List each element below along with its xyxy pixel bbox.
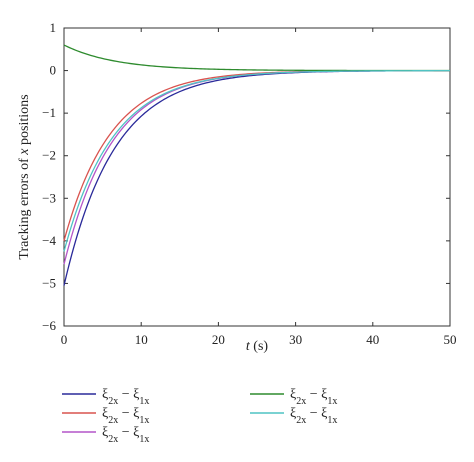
y-tick-label: 1 bbox=[50, 20, 57, 35]
y-tick-label: 0 bbox=[50, 63, 57, 78]
series-group bbox=[63, 44, 451, 286]
x-tick-label: 10 bbox=[135, 332, 148, 347]
x-tick-label: 40 bbox=[366, 332, 379, 347]
x-tick-label: 50 bbox=[444, 332, 457, 347]
series-line-4 bbox=[63, 44, 450, 72]
x-tick-label: 0 bbox=[61, 332, 68, 347]
legend-label-2: ξ2x − ξ1x bbox=[102, 406, 149, 426]
axes bbox=[63, 27, 451, 327]
x-tick-label: 20 bbox=[212, 332, 225, 347]
series-line-2 bbox=[63, 69, 450, 242]
series-line-5 bbox=[63, 69, 450, 252]
y-axis-title: Tracking errors of x positions bbox=[17, 94, 32, 259]
y-tick-label: −2 bbox=[42, 148, 56, 163]
legend-label-3: ξ2x − ξ1x bbox=[102, 425, 149, 445]
plot-frame bbox=[63, 27, 451, 327]
legend-label-5: ξ2x − ξ1x bbox=[290, 406, 337, 426]
y-tick-label: −3 bbox=[42, 190, 56, 205]
legend-label-1: ξ2x − ξ1x bbox=[102, 387, 149, 407]
series-line-1 bbox=[63, 70, 451, 286]
x-tick-label: 30 bbox=[289, 332, 302, 347]
y-tick-label: −1 bbox=[42, 105, 56, 120]
legend-label-4: ξ2x − ξ1x bbox=[290, 387, 337, 407]
y-tick-label: −5 bbox=[42, 275, 56, 290]
x-axis-title: t (s) bbox=[246, 339, 269, 354]
series-line-3 bbox=[63, 69, 450, 265]
y-tick-label: −4 bbox=[42, 233, 56, 248]
y-tick-label: −6 bbox=[42, 318, 56, 333]
